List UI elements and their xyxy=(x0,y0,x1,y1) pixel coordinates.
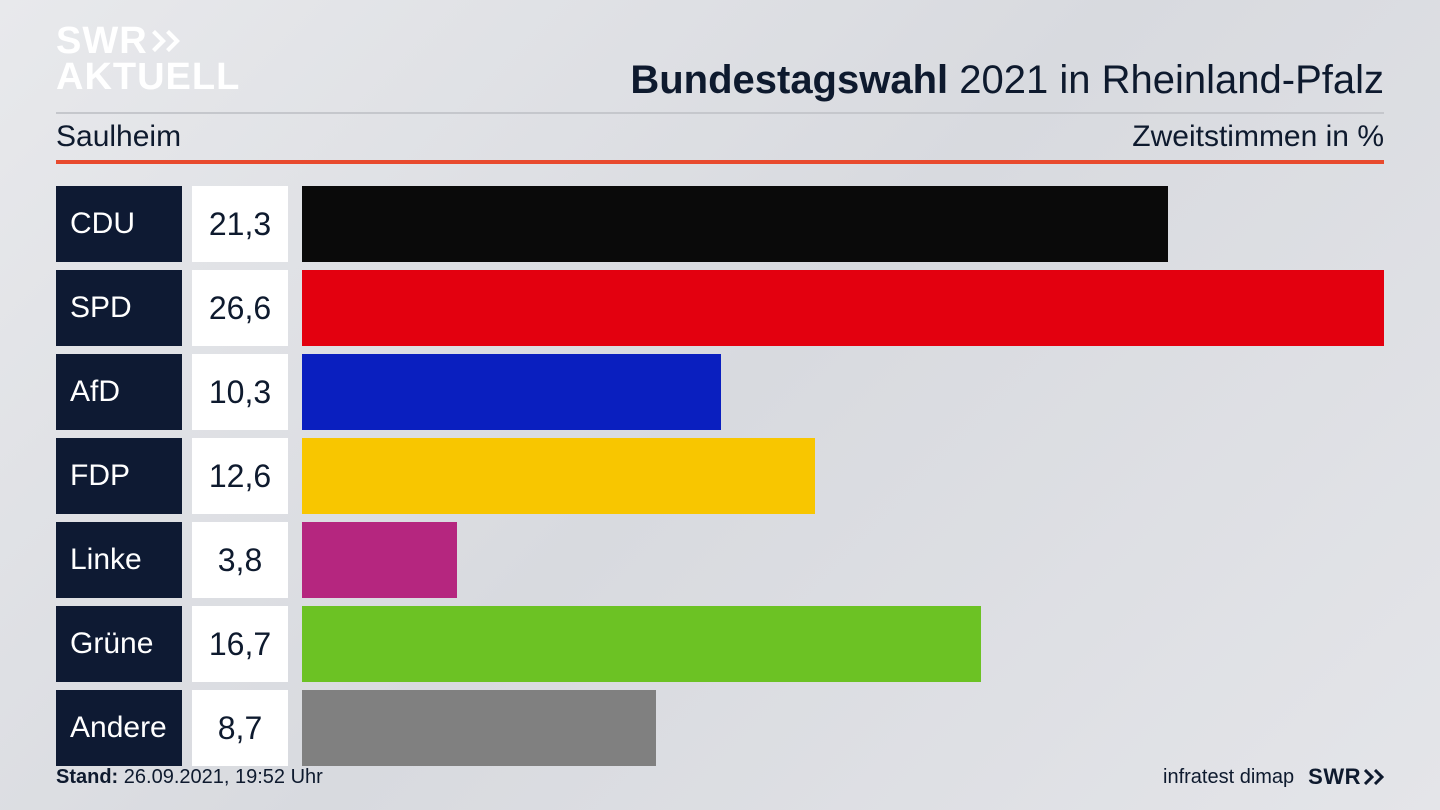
bar-track xyxy=(302,186,1384,262)
small-brand-text: SWR xyxy=(1308,764,1361,790)
logo-line-2: AKTUELL xyxy=(56,58,240,96)
bar xyxy=(302,270,1384,346)
chart-row: Linke3,8 xyxy=(56,522,1384,598)
party-label: Grüne xyxy=(56,606,182,682)
party-value: 26,6 xyxy=(192,270,288,346)
bar xyxy=(302,522,457,598)
chart-row: FDP12,6 xyxy=(56,438,1384,514)
locality-label: Saulheim xyxy=(56,120,181,154)
results-bar-chart: CDU21,3SPD26,6AfD10,3FDP12,6Linke3,8Grün… xyxy=(56,186,1384,774)
party-label: SPD xyxy=(56,270,182,346)
party-label: FDP xyxy=(56,438,182,514)
party-label: Linke xyxy=(56,522,182,598)
broadcaster-logo: SWR AKTUELL xyxy=(56,22,240,96)
party-label: Andere xyxy=(56,690,182,766)
chart-row: AfD10,3 xyxy=(56,354,1384,430)
party-label: AfD xyxy=(56,354,182,430)
logo-line-1: SWR xyxy=(56,22,240,60)
timestamp: Stand: 26.09.2021, 19:52 Uhr xyxy=(56,766,323,789)
chart-row: Andere8,7 xyxy=(56,690,1384,766)
party-value: 16,7 xyxy=(192,606,288,682)
small-brand: SWR xyxy=(1308,764,1384,790)
sub-header: Saulheim Zweitstimmen in % xyxy=(56,112,1384,164)
source-label: infratest dimap xyxy=(1163,766,1294,789)
logo-text-swr: SWR xyxy=(56,22,148,60)
bar xyxy=(302,186,1168,262)
party-value: 8,7 xyxy=(192,690,288,766)
party-label: CDU xyxy=(56,186,182,262)
chart-row: CDU21,3 xyxy=(56,186,1384,262)
title-bold: Bundestagswahl xyxy=(630,58,948,102)
title-rest: 2021 in Rheinland-Pfalz xyxy=(948,58,1384,102)
bar xyxy=(302,690,656,766)
bar-track xyxy=(302,606,1384,682)
page-title: Bundestagswahl 2021 in Rheinland-Pfalz xyxy=(630,58,1384,103)
party-value: 3,8 xyxy=(192,522,288,598)
party-value: 10,3 xyxy=(192,354,288,430)
footer-right: infratest dimap SWR xyxy=(1163,764,1384,790)
logo-chevrons-icon xyxy=(152,30,180,52)
bar-track xyxy=(302,690,1384,766)
bar-track xyxy=(302,354,1384,430)
party-value: 12,6 xyxy=(192,438,288,514)
party-value: 21,3 xyxy=(192,186,288,262)
metric-label: Zweitstimmen in % xyxy=(1132,120,1384,154)
bar xyxy=(302,438,815,514)
stand-value: 26.09.2021, 19:52 Uhr xyxy=(118,766,323,788)
page-title-row: Bundestagswahl 2021 in Rheinland-Pfalz xyxy=(630,58,1384,103)
stand-label: Stand: xyxy=(56,766,118,788)
chart-row: SPD26,6 xyxy=(56,270,1384,346)
footer: Stand: 26.09.2021, 19:52 Uhr infratest d… xyxy=(56,764,1384,790)
chart-row: Grüne16,7 xyxy=(56,606,1384,682)
bar-track xyxy=(302,270,1384,346)
bar-track xyxy=(302,522,1384,598)
bar xyxy=(302,354,721,430)
bar xyxy=(302,606,981,682)
bar-track xyxy=(302,438,1384,514)
